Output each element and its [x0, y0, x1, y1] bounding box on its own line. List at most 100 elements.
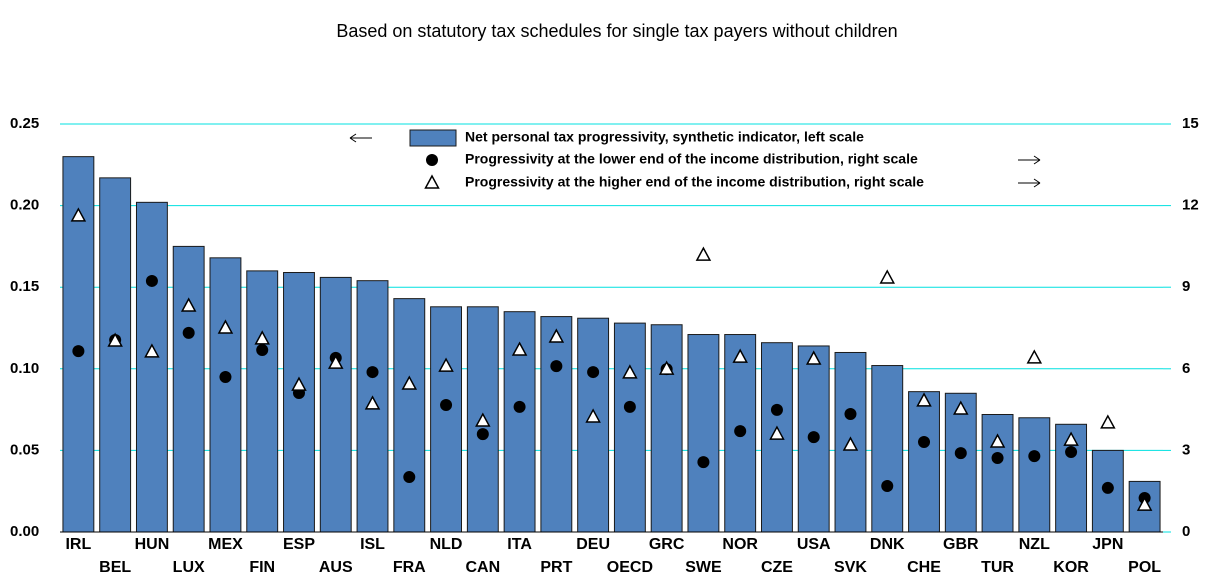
higher-end-marker: [548, 328, 565, 343]
y-tick-label: 0.00: [10, 523, 39, 540]
bar: [99, 177, 132, 533]
legend-label: Progressivity at the lower end of the in…: [465, 151, 918, 167]
higher-end-marker: [585, 408, 601, 423]
lower-end-marker: [476, 428, 489, 441]
higher-end-marker: [695, 246, 712, 261]
legend-label: Net personal tax progressivity, syntheti…: [465, 129, 864, 145]
higher-end-marker: [732, 348, 748, 363]
x-tick-label: LUX: [173, 559, 205, 574]
higher-end-marker: [1100, 414, 1116, 429]
lower-end-marker: [770, 403, 783, 416]
y2-tick-label: 0: [1182, 523, 1190, 540]
x-tick-label: CHE: [907, 559, 941, 574]
x-tick-label: DNK: [870, 536, 905, 553]
lower-end-marker: [623, 400, 636, 413]
higher-end-marker: [144, 343, 160, 358]
right-arrow: [1018, 178, 1041, 188]
legend-label: Progressivity at the higher end of the i…: [465, 174, 924, 190]
bar: [540, 316, 573, 533]
higher-end-marker: [622, 364, 638, 379]
x-tick-label: HUN: [135, 536, 170, 553]
bar: [871, 365, 904, 533]
lower-end-marker: [844, 407, 857, 420]
higher-end-marker: [989, 433, 1006, 448]
lower-end-marker: [587, 366, 600, 379]
bar: [172, 245, 205, 533]
y-tick-label: 0.25: [10, 115, 39, 132]
bar: [687, 334, 720, 533]
higher-end-marker: [70, 207, 87, 222]
bar: [1018, 417, 1051, 533]
bar: [944, 392, 977, 533]
x-tick-label: BEL: [99, 559, 131, 574]
legend-arrows: [349, 133, 1041, 188]
higher-end-marker: [364, 395, 381, 410]
higher-end-marker: [879, 269, 896, 284]
lower-end-marker: [991, 452, 1004, 465]
y-tick-label: 0.15: [10, 278, 39, 295]
lower-end-marker: [366, 366, 379, 379]
lower-end-marker: [219, 370, 232, 383]
bar: [577, 317, 610, 533]
lower-end-marker: [881, 480, 894, 493]
higher-end-marker: [953, 400, 969, 415]
bar: [209, 257, 242, 533]
lower-end-marker: [440, 398, 453, 411]
x-tick-label: GBR: [943, 536, 979, 553]
legend-swatch: [409, 129, 457, 147]
bar: [908, 391, 940, 533]
y2-tick-label: 9: [1182, 278, 1190, 295]
y2-tick-label: 12: [1182, 197, 1199, 214]
higher-end-marker: [658, 360, 675, 375]
higher-end-marker: [438, 357, 454, 372]
bar: [319, 276, 352, 533]
lower-end-marker: [145, 274, 158, 287]
y-tick-label: 0.10: [10, 360, 39, 377]
higher-end-marker: [511, 341, 528, 356]
lower-end-marker: [550, 360, 563, 373]
bar: [981, 413, 1014, 533]
higher-end-marker: [327, 354, 344, 369]
lower-end-marker: [918, 435, 931, 448]
x-tick-label: ITA: [507, 536, 532, 553]
bar: [246, 270, 279, 533]
lower-end-marker: [256, 344, 269, 357]
higher-end-marker: [769, 425, 785, 440]
bar: [283, 272, 315, 533]
x-tick-label: PRT: [540, 559, 572, 574]
bar: [1091, 449, 1124, 533]
lower-end-marker: [697, 456, 710, 469]
x-tick-label: NZL: [1019, 536, 1050, 553]
higher-end-marker: [107, 332, 123, 347]
x-tick-label: POL: [1128, 559, 1161, 574]
lower-end-marker: [1101, 481, 1114, 494]
x-tick-label: GRC: [649, 536, 685, 553]
lower-end-marker: [182, 326, 195, 339]
x-tick-label: TUR: [981, 559, 1014, 574]
bar: [62, 156, 95, 533]
x-tick-label: IRL: [65, 536, 91, 553]
right-arrow: [1018, 155, 1041, 165]
y-tick-label: 0.20: [10, 197, 39, 214]
lower-end-marker: [513, 400, 526, 413]
lower-end-marker: [403, 471, 416, 484]
bar: [650, 324, 683, 533]
x-tick-label: JPN: [1092, 536, 1123, 553]
lower-end-marker: [72, 345, 85, 358]
higher-end-marker: [1026, 349, 1043, 364]
x-tick-label: USA: [797, 536, 831, 553]
higher-end-marker: [842, 436, 859, 451]
bar: [430, 306, 462, 533]
legend-swatch: [426, 154, 438, 166]
legend-swatch: [424, 174, 440, 189]
x-tick-label: OECD: [607, 559, 653, 574]
x-tick-label: AUS: [319, 559, 353, 574]
chart-title: Based on statutory tax schedules for sin…: [336, 21, 897, 41]
x-tick-label: MEX: [208, 536, 243, 553]
x-tick-label: DEU: [576, 536, 610, 553]
x-tick-label: CAN: [465, 559, 500, 574]
bar: [393, 298, 426, 533]
x-tick-label: SVK: [834, 559, 867, 574]
x-tick-label: ESP: [283, 536, 315, 553]
